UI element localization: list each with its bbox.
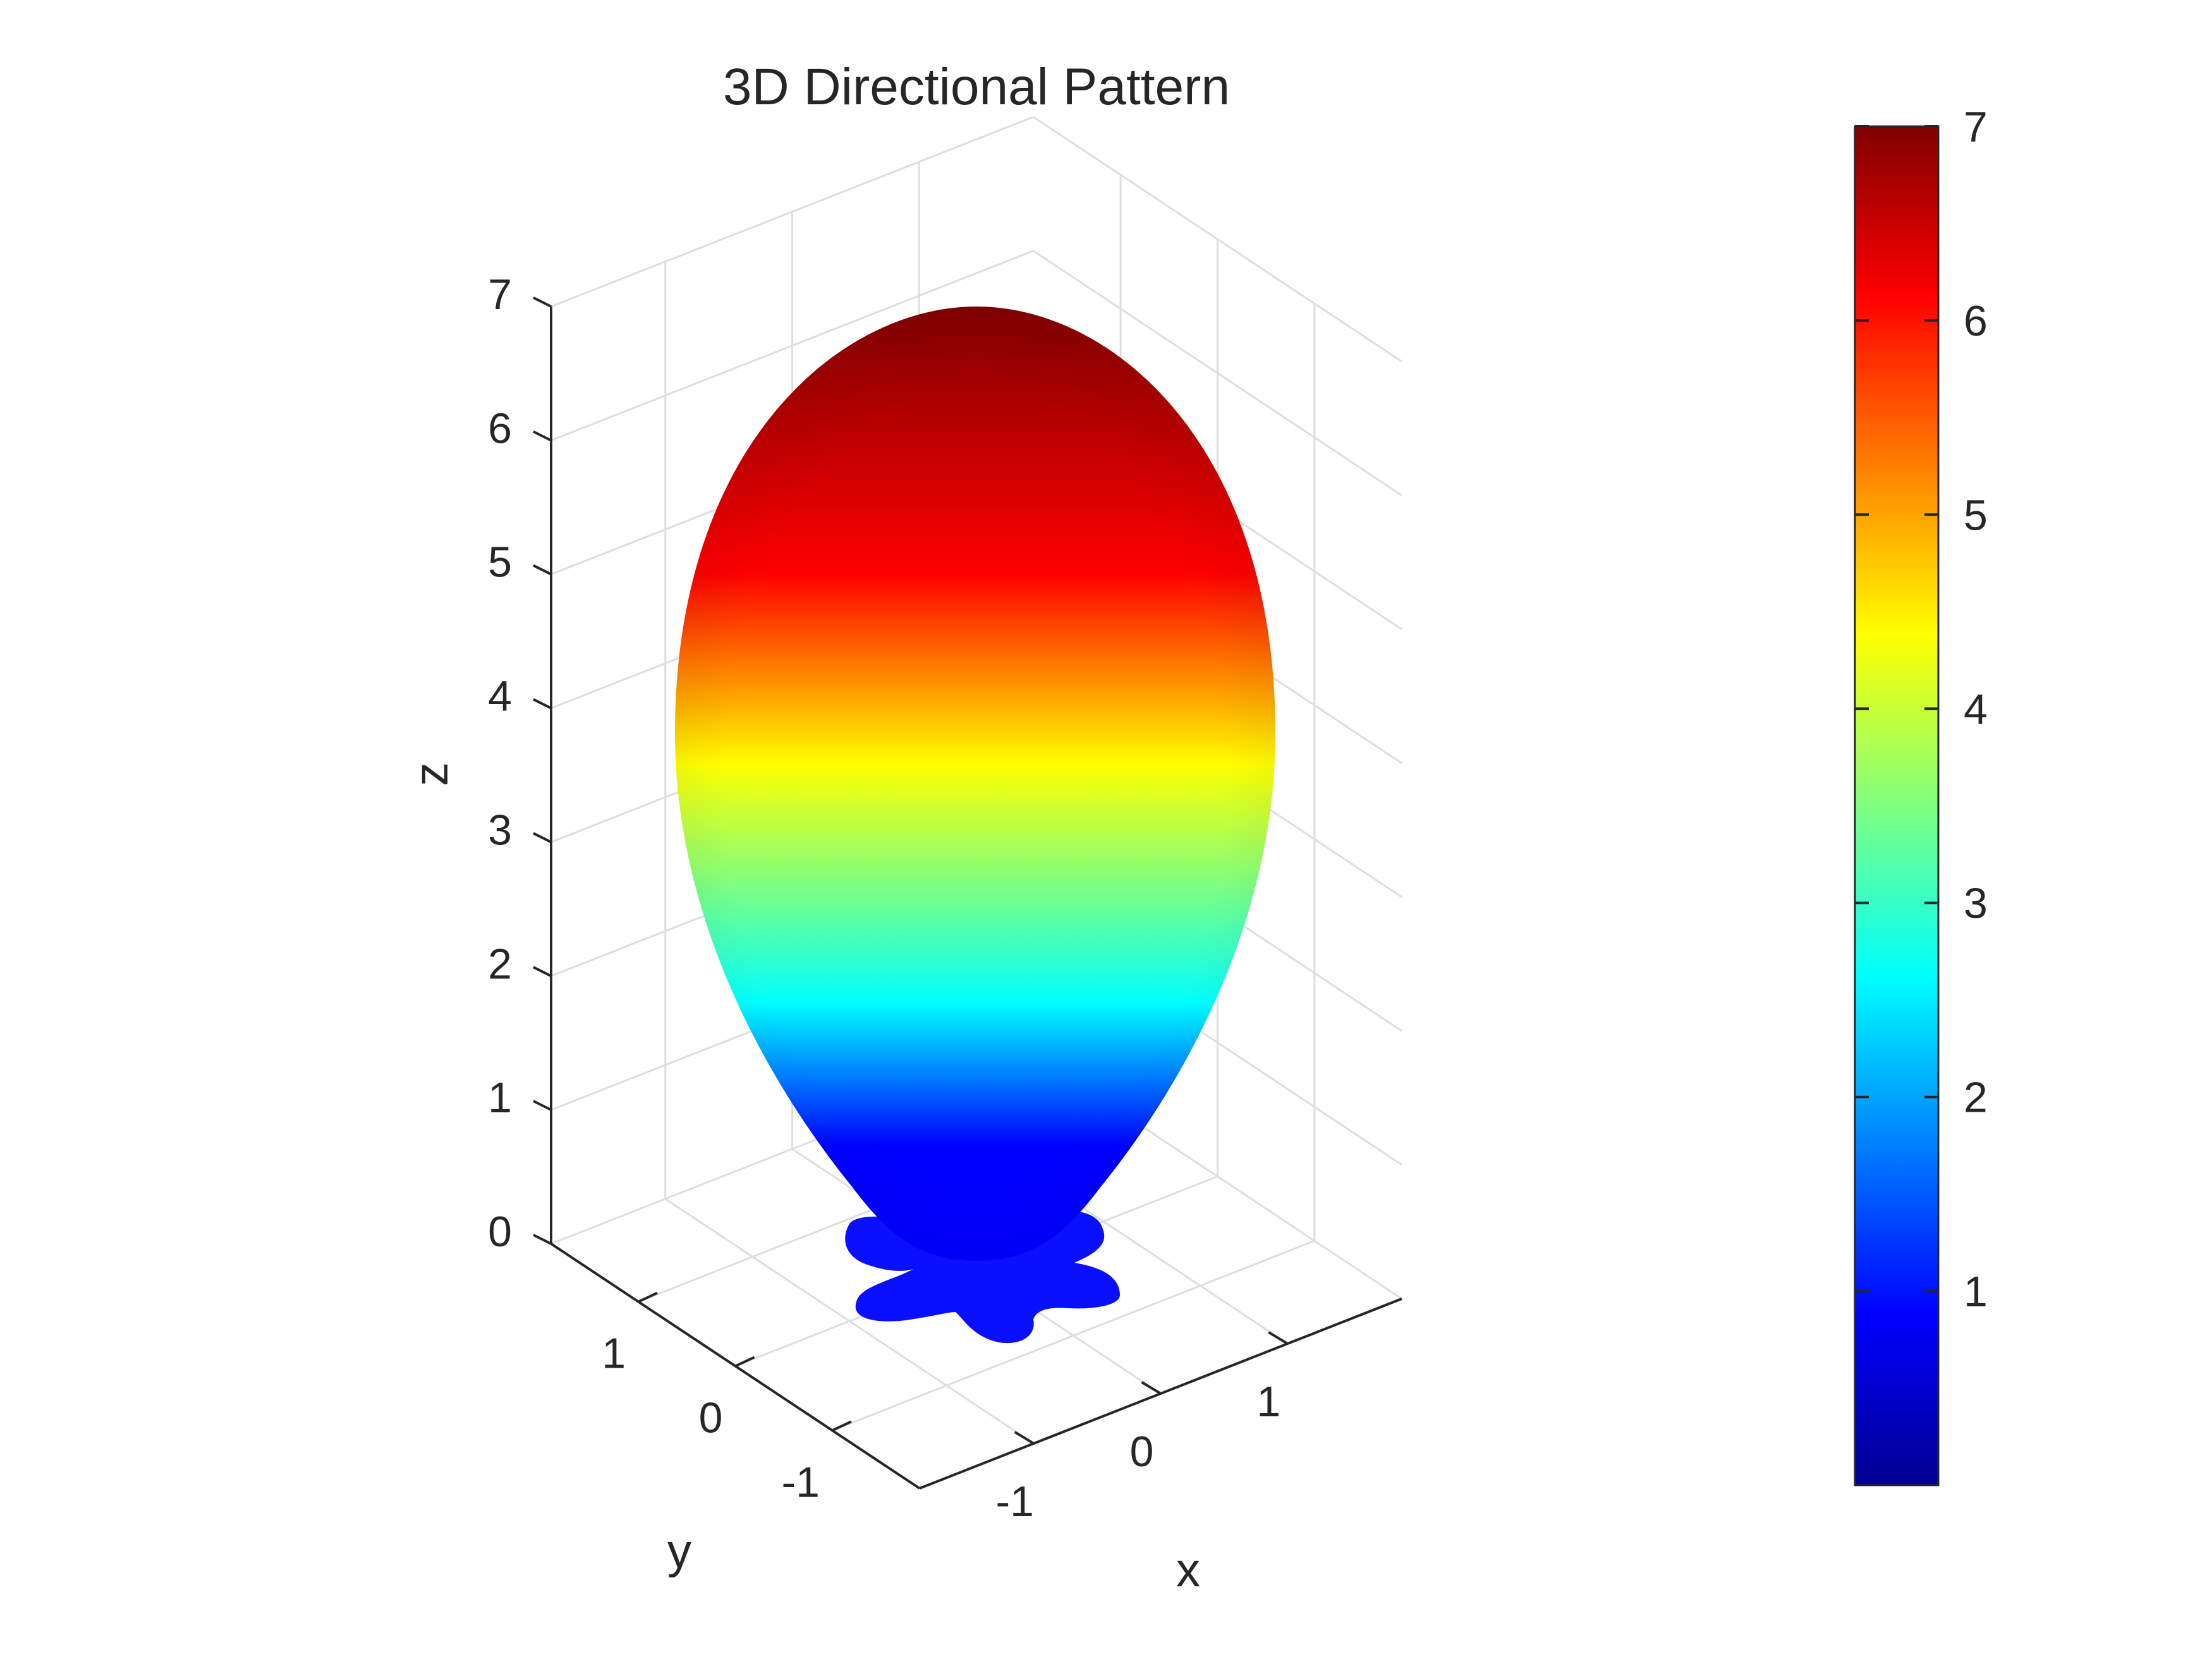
x-tick-mark [1014, 1431, 1035, 1445]
y-tick-label: 1 [602, 1330, 626, 1378]
x-tick-label: 0 [1130, 1428, 1154, 1476]
y-axis-label: y [667, 1524, 691, 1578]
z-tick-mark [533, 966, 552, 978]
z-tick-mark [533, 1234, 552, 1245]
back-wall-gridline-z [550, 250, 1034, 442]
x-tick-label: -1 [995, 1478, 1033, 1526]
z-tick-label: 3 [488, 806, 512, 854]
z-tick-label: 2 [488, 940, 512, 988]
z-axis-label: z [404, 762, 458, 786]
axes-3d: -1 0 1 -1 0 1 0 1 2 3 4 5 6 7 x y z [404, 116, 1402, 1597]
y-tick-mark [832, 1420, 852, 1432]
radiation-pattern-surface [675, 307, 1275, 1344]
chart-title: 3D Directional Pattern [723, 58, 1230, 116]
tick-labels: -1 0 1 -1 0 1 0 1 2 3 4 5 6 7 [488, 270, 1280, 1526]
y-tick-mark [638, 1291, 658, 1303]
z-tick-label: 5 [488, 538, 512, 586]
colorbar-tick-label: 4 [1964, 685, 1988, 733]
x-tick-mark [1268, 1331, 1289, 1345]
y-tick-mark [734, 1356, 755, 1368]
colorbar-tick-label: 1 [1964, 1268, 1988, 1316]
colorbar: 1 2 3 4 5 6 7 [1854, 103, 1988, 1486]
x-axis-label: x [1176, 1543, 1200, 1597]
x-tick-mark [1141, 1381, 1162, 1395]
main-lobe-shading [675, 307, 1275, 1261]
z-tick-mark [533, 832, 552, 844]
y-tick-label: -1 [781, 1458, 819, 1506]
z-tick-mark [533, 296, 552, 308]
side-wall-gridline-z [1033, 116, 1402, 363]
colorbar-tick-label: 3 [1964, 880, 1988, 928]
colorbar-tick-label: 5 [1964, 491, 1988, 539]
colorbar-tick-label: 2 [1964, 1074, 1988, 1122]
side-wall-gridline-z [1033, 250, 1402, 497]
z-tick-mark [533, 1100, 552, 1111]
z-tick-label: 7 [488, 270, 512, 319]
colorbar-tick-label: 6 [1964, 297, 1988, 345]
axis-lines [533, 296, 1402, 1490]
z-tick-label: 0 [488, 1208, 512, 1256]
z-tick-mark [533, 564, 552, 576]
colorbar-ticks: 1 2 3 4 5 6 7 [1855, 103, 1988, 1316]
z-tick-label: 4 [488, 672, 512, 720]
z-tick-label: 1 [488, 1074, 512, 1122]
floor-gridline-y [832, 1239, 1315, 1431]
colorbar-tick-label: 7 [1964, 103, 1988, 151]
z-tick-mark [533, 430, 552, 442]
z-tick-label: 6 [488, 404, 512, 453]
x-tick-label: 1 [1256, 1378, 1280, 1426]
colorbar-gradient [1854, 125, 1940, 1486]
z-tick-mark [533, 698, 552, 710]
y-tick-label: 0 [699, 1394, 723, 1442]
back-wall-gridline-z [550, 116, 1034, 308]
